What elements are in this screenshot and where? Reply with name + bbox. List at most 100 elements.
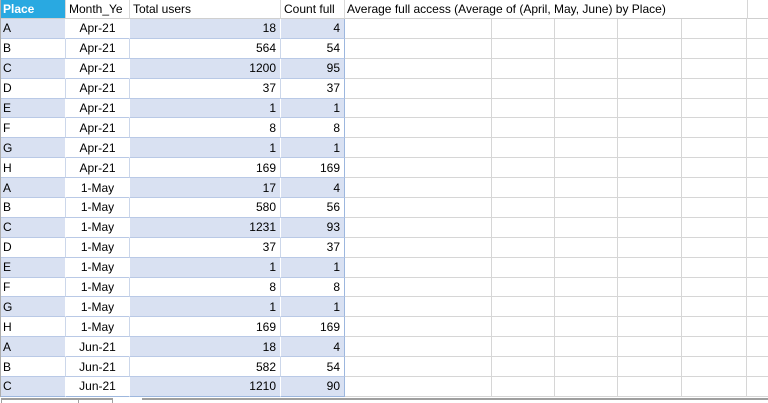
empty-cell[interactable] bbox=[618, 297, 682, 318]
empty-cell[interactable] bbox=[682, 98, 747, 119]
cell-month-year[interactable]: 1-May bbox=[66, 317, 130, 338]
empty-cell[interactable] bbox=[682, 237, 747, 258]
empty-cell[interactable] bbox=[555, 19, 618, 39]
cell-count-full[interactable]: 169 bbox=[281, 317, 345, 338]
cell-count-full[interactable]: 4 bbox=[281, 337, 345, 358]
empty-cell[interactable] bbox=[345, 277, 492, 298]
empty-cell[interactable] bbox=[618, 178, 682, 199]
empty-cell[interactable] bbox=[682, 337, 747, 358]
empty-cell[interactable] bbox=[747, 277, 768, 298]
cell-count-full[interactable]: 1 bbox=[281, 138, 345, 159]
cell-count-full[interactable]: 1 bbox=[281, 297, 345, 318]
cell-total-users[interactable]: 1210 bbox=[130, 377, 281, 397]
cell-place[interactable]: E bbox=[0, 98, 66, 119]
empty-cell[interactable] bbox=[618, 277, 682, 298]
cell-place[interactable]: D bbox=[0, 78, 66, 99]
empty-cell[interactable] bbox=[492, 158, 555, 179]
empty-cell[interactable] bbox=[492, 38, 555, 59]
cell-month-year[interactable]: 1-May bbox=[66, 178, 130, 199]
cell-month-year[interactable]: 1-May bbox=[66, 217, 130, 238]
cell-count-full[interactable]: 54 bbox=[281, 38, 345, 59]
empty-cell[interactable] bbox=[747, 38, 768, 59]
cell-place[interactable]: G bbox=[0, 297, 66, 318]
cell-month-year[interactable]: Apr-21 bbox=[66, 98, 130, 119]
empty-cell[interactable] bbox=[345, 357, 492, 378]
empty-cell[interactable] bbox=[345, 38, 492, 59]
cell-count-full[interactable]: 90 bbox=[281, 377, 345, 397]
cell-total-users[interactable]: 37 bbox=[130, 237, 281, 258]
empty-cell[interactable] bbox=[618, 19, 682, 39]
empty-cell[interactable] bbox=[682, 78, 747, 99]
empty-cell[interactable] bbox=[618, 158, 682, 179]
cell-count-full[interactable]: 56 bbox=[281, 198, 345, 218]
cell-total-users[interactable]: 17 bbox=[130, 178, 281, 199]
empty-cell[interactable] bbox=[618, 78, 682, 99]
cell-place[interactable]: E bbox=[0, 257, 66, 278]
empty-cell[interactable] bbox=[345, 317, 492, 338]
empty-cell[interactable] bbox=[555, 257, 618, 278]
empty-cell[interactable] bbox=[682, 377, 747, 397]
empty-cell[interactable] bbox=[618, 237, 682, 258]
empty-cell[interactable] bbox=[345, 19, 492, 39]
empty-cell[interactable] bbox=[492, 98, 555, 119]
cell-count-full[interactable]: 169 bbox=[281, 158, 345, 179]
cell-total-users[interactable]: 169 bbox=[130, 158, 281, 179]
cell-month-year[interactable]: Apr-21 bbox=[66, 58, 130, 79]
empty-cell[interactable] bbox=[492, 78, 555, 99]
empty-cell[interactable] bbox=[682, 58, 747, 79]
empty-cell[interactable] bbox=[747, 98, 768, 119]
header-month-year[interactable]: Month_Ye bbox=[66, 0, 130, 19]
empty-cell[interactable] bbox=[682, 217, 747, 238]
cell-total-users[interactable]: 1 bbox=[130, 297, 281, 318]
empty-cell[interactable] bbox=[682, 297, 747, 318]
cell-month-year[interactable]: Jun-21 bbox=[66, 337, 130, 358]
empty-cell[interactable] bbox=[555, 38, 618, 59]
empty-cell[interactable] bbox=[492, 317, 555, 338]
empty-cell[interactable] bbox=[618, 377, 682, 397]
empty-cell[interactable] bbox=[682, 158, 747, 179]
cell-place[interactable]: C bbox=[0, 217, 66, 238]
empty-cell[interactable] bbox=[747, 297, 768, 318]
empty-cell[interactable] bbox=[747, 317, 768, 338]
empty-cell[interactable] bbox=[618, 337, 682, 358]
empty-cell[interactable] bbox=[555, 58, 618, 79]
empty-cell[interactable] bbox=[555, 198, 618, 218]
empty-cell[interactable] bbox=[747, 337, 768, 358]
empty-cell[interactable] bbox=[345, 98, 492, 119]
empty-cell[interactable] bbox=[555, 217, 618, 238]
cell-place[interactable]: B bbox=[0, 198, 66, 218]
empty-cell[interactable] bbox=[345, 237, 492, 258]
empty-cell[interactable] bbox=[682, 198, 747, 218]
empty-cell[interactable] bbox=[555, 98, 618, 119]
empty-cell[interactable] bbox=[492, 138, 555, 159]
cell-total-users[interactable]: 18 bbox=[130, 337, 281, 358]
cell-count-full[interactable]: 95 bbox=[281, 58, 345, 79]
cell-place[interactable]: G bbox=[0, 138, 66, 159]
cell-month-year[interactable]: Apr-21 bbox=[66, 158, 130, 179]
cell-total-users[interactable]: 8 bbox=[130, 118, 281, 139]
cell-count-full[interactable]: 1 bbox=[281, 257, 345, 278]
empty-cell[interactable] bbox=[682, 277, 747, 298]
empty-cell[interactable] bbox=[747, 198, 768, 218]
empty-cell[interactable] bbox=[345, 337, 492, 358]
cell-total-users[interactable]: 1 bbox=[130, 138, 281, 159]
empty-cell[interactable] bbox=[492, 237, 555, 258]
empty-cell[interactable] bbox=[747, 138, 768, 159]
cell-total-users[interactable]: 169 bbox=[130, 317, 281, 338]
empty-cell[interactable] bbox=[492, 357, 555, 378]
cell-month-year[interactable]: Apr-21 bbox=[66, 118, 130, 139]
empty-cell[interactable] bbox=[555, 357, 618, 378]
empty-cell[interactable] bbox=[555, 317, 618, 338]
cell-month-year[interactable]: Jun-21 bbox=[66, 357, 130, 378]
cell-count-full[interactable]: 4 bbox=[281, 178, 345, 199]
cell-total-users[interactable]: 1231 bbox=[130, 217, 281, 238]
empty-cell[interactable] bbox=[492, 178, 555, 199]
empty-cell[interactable] bbox=[618, 38, 682, 59]
cell-count-full[interactable]: 93 bbox=[281, 217, 345, 238]
empty-cell[interactable] bbox=[345, 257, 492, 278]
empty-cell[interactable] bbox=[682, 138, 747, 159]
cell-total-users[interactable]: 564 bbox=[130, 38, 281, 59]
empty-cell[interactable] bbox=[618, 138, 682, 159]
cell-place[interactable]: B bbox=[0, 38, 66, 59]
cell-place[interactable]: A bbox=[0, 178, 66, 199]
